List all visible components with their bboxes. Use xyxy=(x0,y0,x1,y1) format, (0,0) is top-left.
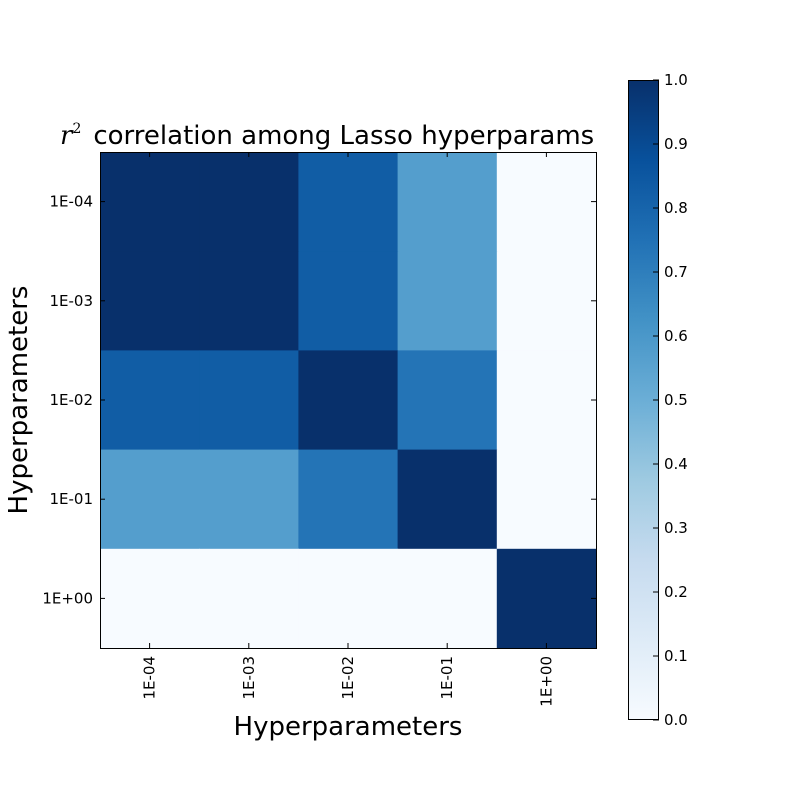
heatmap-cell xyxy=(298,350,399,451)
heatmap-cell xyxy=(298,548,399,649)
heatmap-cell xyxy=(100,449,200,550)
y-tick-label: 1E-04 xyxy=(49,193,93,211)
x-tick-label: 1E-01 xyxy=(438,656,456,700)
heatmap-cell xyxy=(397,251,498,351)
colorbar-tick-label: 0.1 xyxy=(664,647,688,665)
axis-ticks xyxy=(100,152,596,648)
colorbar-tick-label: 0.2 xyxy=(664,583,688,601)
x-tick-label: 1E-02 xyxy=(339,656,357,700)
heatmap-cell xyxy=(199,251,299,351)
heatmap-cell xyxy=(496,449,597,550)
colorbar-tick-label: 0.8 xyxy=(664,199,688,217)
x-tick-label: 1E-04 xyxy=(141,656,159,700)
colorbar-tick-label: 0.9 xyxy=(664,135,688,153)
heatmap-cell xyxy=(100,548,200,649)
chart-title: r2 correlation among Lasso hyperparams xyxy=(60,121,594,151)
title-r-symbol: r xyxy=(60,121,74,151)
colorbar-tick-label: 0.5 xyxy=(664,391,688,409)
heatmap-cell xyxy=(199,449,299,550)
heatmap-cell xyxy=(496,350,597,451)
heatmap-cell xyxy=(397,449,498,550)
y-tick-labels: 1E-04 1E-03 1E-02 1E-01 1E+00 xyxy=(42,193,93,608)
y-tick-label: 1E+00 xyxy=(42,589,93,607)
title-r-exponent: 2 xyxy=(72,121,81,137)
heatmap-cell xyxy=(496,152,597,252)
heatmap-cell xyxy=(298,449,399,550)
heatmap-cell xyxy=(100,350,200,451)
x-tick-labels: 1E-04 1E-03 1E-02 1E-01 1E+00 xyxy=(141,656,556,707)
heatmap-cell xyxy=(100,251,200,351)
colorbar-tick-label: 0.4 xyxy=(664,455,688,473)
y-tick-label: 1E-01 xyxy=(49,490,93,508)
heatmap-cell xyxy=(199,350,299,451)
y-tick-label: 1E-03 xyxy=(49,292,93,310)
y-tick-label: 1E-02 xyxy=(49,391,93,409)
heatmap-cell xyxy=(100,152,200,252)
colorbar-tick-label: 0.3 xyxy=(664,519,688,537)
colorbar-tick-label: 1.0 xyxy=(664,71,688,89)
heatmap-cell xyxy=(496,251,597,351)
heatmap-cell xyxy=(298,152,399,252)
heatmap-cells xyxy=(100,152,597,649)
y-axis-label: Hyperparameters xyxy=(4,286,34,515)
heatmap-cell xyxy=(397,350,498,451)
heatmap-cell xyxy=(496,548,597,649)
colorbar-tick-label: 0.0 xyxy=(664,711,688,729)
heatmap-cell xyxy=(199,548,299,649)
colorbar-tick-label: 0.6 xyxy=(664,327,688,345)
colorbar-tick-label: 0.7 xyxy=(664,263,688,281)
heatmap-cell xyxy=(298,251,399,351)
title-text: correlation among Lasso hyperparams xyxy=(93,121,594,151)
heatmap-cell xyxy=(397,548,498,649)
x-tick-label: 1E+00 xyxy=(537,656,555,707)
x-tick-label: 1E-03 xyxy=(240,656,258,700)
colorbar-ticks: 0.0 0.1 0.2 0.3 0.4 0.5 0.6 0.7 0.8 0.9 1.0 xyxy=(653,71,688,729)
x-axis-label: Hyperparameters xyxy=(234,712,463,742)
heatmap-cell xyxy=(397,152,498,252)
heatmap-cell xyxy=(199,152,299,252)
